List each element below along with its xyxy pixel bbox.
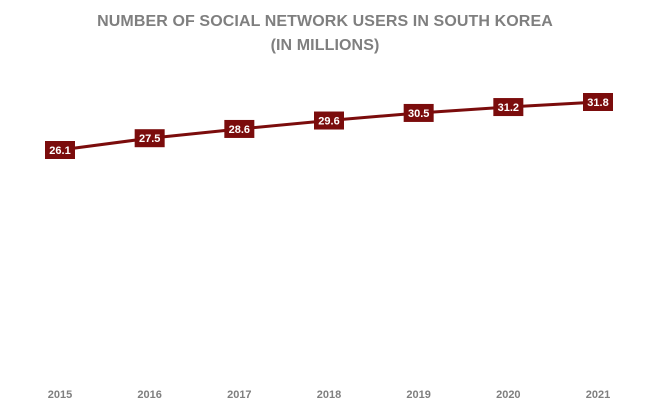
data-point-2015: 26.1	[45, 141, 75, 159]
data-label-box	[493, 98, 524, 117]
drop-lines	[59, 102, 599, 366]
data-label: 31.8	[587, 97, 608, 109]
data-label: 28.6	[229, 124, 250, 136]
x-tick-label-2015: 2015	[48, 389, 72, 401]
x-axis-ticks: 2015 2016 2017 2018 2019 2020 2021	[48, 389, 610, 401]
data-label: 31.2	[498, 102, 519, 114]
data-point-2018: 29.6	[314, 111, 344, 130]
data-labels: 26.1 27.5 28.6 29.6 30.5 31.2 31.8	[45, 93, 613, 159]
data-point-2020: 31.2	[493, 98, 524, 117]
x-tick-label-2016: 2016	[137, 389, 161, 401]
data-label-box	[403, 103, 434, 122]
data-label: 29.6	[318, 116, 339, 128]
data-label-box	[583, 93, 613, 111]
x-tick-label-2019: 2019	[406, 389, 430, 401]
chart-title-block: NUMBER OF SOCIAL NETWORK USERS IN SOUTH …	[0, 10, 650, 58]
data-label-box	[134, 129, 165, 148]
data-point-2019: 30.5	[403, 103, 434, 122]
data-point-2017: 28.6	[224, 119, 255, 138]
data-label: 26.1	[49, 145, 70, 157]
chart-title: NUMBER OF SOCIAL NETWORK USERS IN SOUTH …	[97, 13, 553, 30]
data-label-box	[314, 111, 344, 130]
x-tick-label-2017: 2017	[227, 389, 251, 401]
data-label: 27.5	[139, 133, 160, 145]
x-tick-label-2018: 2018	[317, 389, 341, 401]
chart-subtitle: (IN MILLIONS)	[270, 37, 380, 54]
data-label-box	[45, 141, 75, 159]
data-point-2016: 27.5	[134, 129, 165, 148]
x-tick-label-2021: 2021	[586, 389, 610, 401]
x-tick-label-2020: 2020	[496, 389, 520, 401]
data-point-2021: 31.8	[583, 93, 613, 111]
data-label-box	[224, 119, 255, 138]
data-label: 30.5	[408, 108, 429, 120]
